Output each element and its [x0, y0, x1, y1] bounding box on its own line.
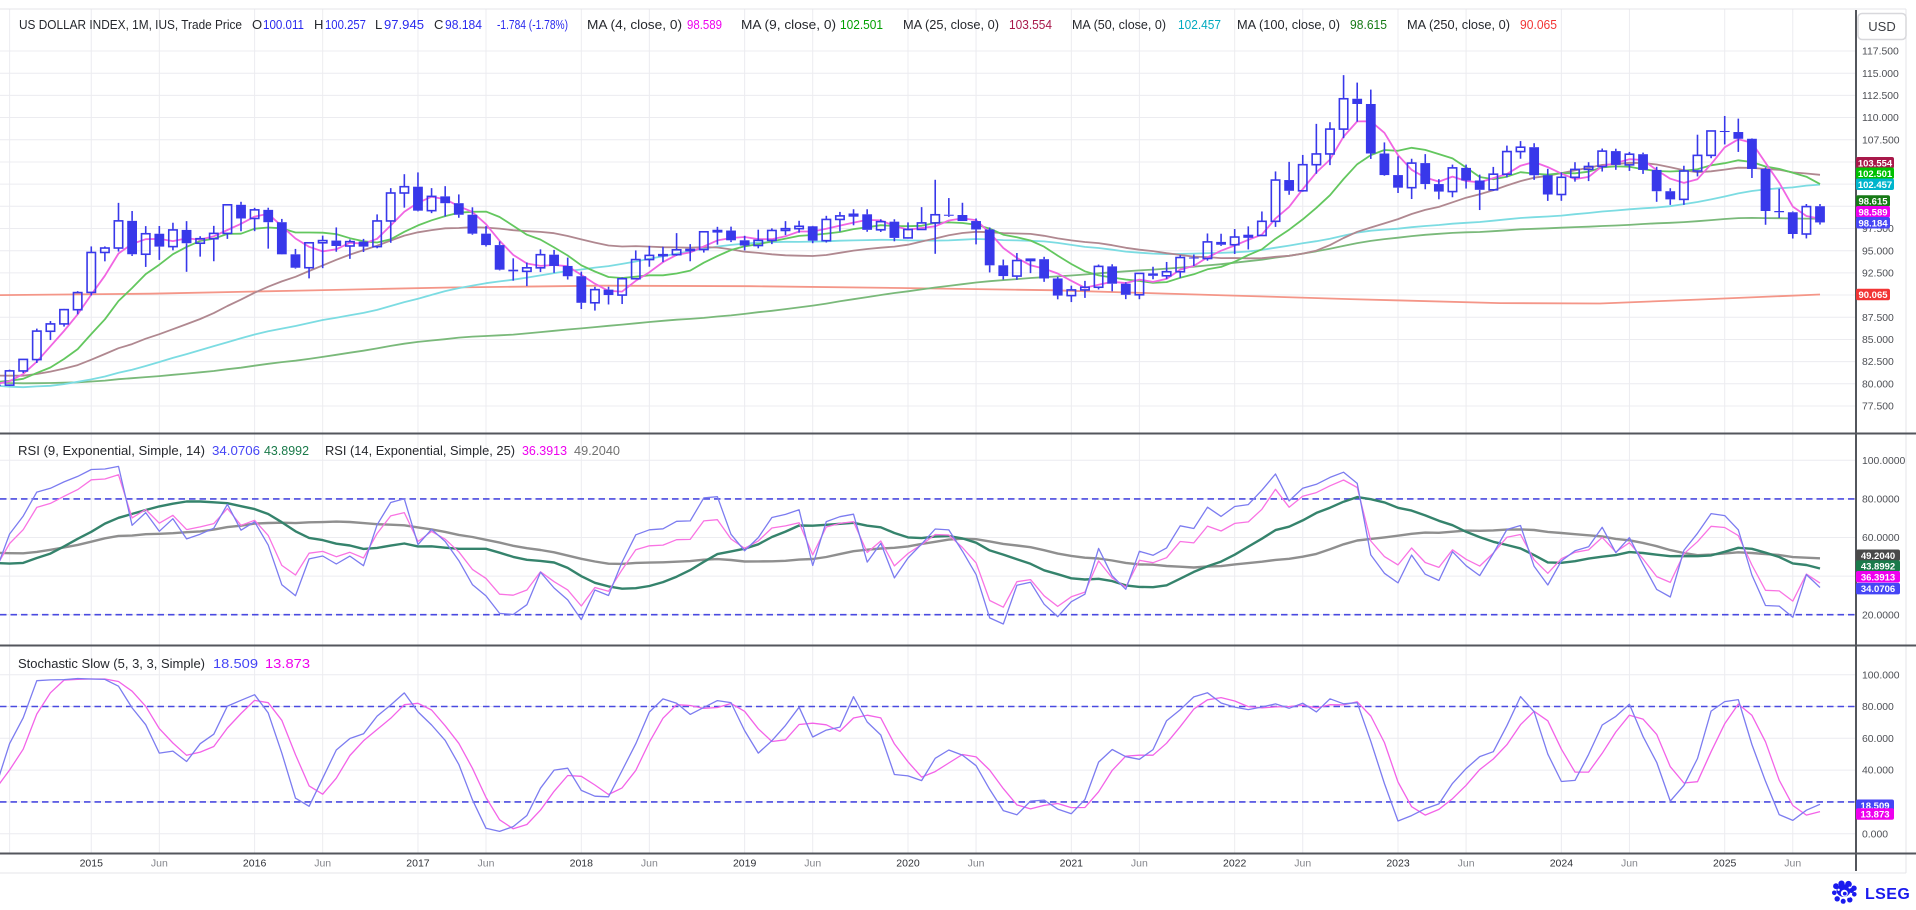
svg-text:80.0000: 80.0000: [1862, 495, 1900, 506]
svg-text:MA (4, close, 0): MA (4, close, 0): [587, 17, 682, 32]
svg-text:115.000: 115.000: [1862, 69, 1899, 80]
svg-text:2025: 2025: [1713, 858, 1737, 870]
svg-text:RSI (9, Exponential, Simple, 1: RSI (9, Exponential, Simple, 14): [18, 443, 205, 458]
svg-text:77.500: 77.500: [1862, 402, 1894, 413]
svg-text:20.0000: 20.0000: [1862, 610, 1900, 621]
svg-text:Jun: Jun: [314, 858, 331, 870]
svg-text:Jun: Jun: [1294, 858, 1311, 870]
svg-text:RSI (14, Exponential, Simple,: RSI (14, Exponential, Simple, 25): [325, 443, 515, 458]
svg-text:Jun: Jun: [478, 858, 495, 870]
svg-text:Jun: Jun: [1131, 858, 1148, 870]
svg-text:34.0706: 34.0706: [212, 443, 260, 458]
svg-text:85.000: 85.000: [1862, 335, 1894, 346]
svg-text:103.554: 103.554: [1858, 158, 1893, 169]
svg-text:36.3913: 36.3913: [522, 443, 567, 458]
svg-text:80.000: 80.000: [1862, 702, 1894, 713]
svg-text:O: O: [252, 17, 262, 32]
svg-text:49.2040: 49.2040: [574, 443, 620, 458]
svg-text:98.589: 98.589: [687, 17, 722, 32]
svg-text:MA (50, close, 0): MA (50, close, 0): [1072, 17, 1166, 32]
svg-text:97.945: 97.945: [384, 17, 424, 32]
svg-text:100.0000: 100.0000: [1862, 456, 1906, 467]
svg-text:Jun: Jun: [1784, 858, 1801, 870]
svg-text:80.000: 80.000: [1862, 379, 1894, 390]
svg-text:Jun: Jun: [641, 858, 658, 870]
svg-text:43.8992: 43.8992: [264, 443, 309, 458]
svg-text:49.2040: 49.2040: [1861, 551, 1895, 562]
svg-text:13.873: 13.873: [265, 656, 310, 671]
svg-text:-1.784 (-1.78%): -1.784 (-1.78%): [497, 17, 568, 32]
svg-text:103.554: 103.554: [1009, 17, 1052, 32]
svg-text:98.184: 98.184: [445, 17, 482, 32]
svg-text:Jun: Jun: [151, 858, 168, 870]
svg-text:US DOLLAR INDEX, 1M, IUS, Trad: US DOLLAR INDEX, 1M, IUS, Trade Price: [19, 17, 242, 32]
svg-text:95.000: 95.000: [1862, 246, 1894, 257]
svg-text:102.501: 102.501: [1858, 169, 1893, 180]
svg-text:60.0000: 60.0000: [1862, 533, 1900, 544]
svg-text:2018: 2018: [570, 858, 594, 870]
svg-text:18.509: 18.509: [1860, 801, 1889, 812]
svg-text:2024: 2024: [1550, 858, 1574, 870]
svg-text:MA (9, close, 0): MA (9, close, 0): [741, 17, 836, 32]
svg-text:Jun: Jun: [968, 858, 985, 870]
svg-text:MA (25, close, 0): MA (25, close, 0): [903, 17, 999, 32]
svg-text:2021: 2021: [1060, 858, 1084, 870]
svg-text:107.500: 107.500: [1862, 135, 1900, 146]
svg-text:USD: USD: [1868, 19, 1895, 34]
svg-text:100.000: 100.000: [1862, 670, 1900, 681]
svg-text:98.184: 98.184: [1858, 218, 1888, 229]
svg-text:L: L: [375, 17, 382, 32]
svg-text:36.3913: 36.3913: [1861, 572, 1895, 583]
svg-text:117.500: 117.500: [1862, 47, 1899, 58]
svg-text:C: C: [434, 17, 443, 32]
svg-text:2017: 2017: [406, 858, 430, 870]
svg-text:92.500: 92.500: [1862, 268, 1894, 279]
svg-text:2016: 2016: [243, 858, 267, 870]
svg-text:LSEG: LSEG: [1865, 886, 1910, 903]
svg-text:34.0706: 34.0706: [1861, 584, 1895, 595]
svg-text:110.000: 110.000: [1862, 113, 1899, 124]
svg-text:2022: 2022: [1223, 858, 1247, 870]
svg-text:82.500: 82.500: [1862, 357, 1894, 368]
svg-text:40.000: 40.000: [1862, 766, 1894, 777]
svg-text:2020: 2020: [896, 858, 920, 870]
svg-text:60.000: 60.000: [1862, 734, 1894, 745]
svg-text:2015: 2015: [80, 858, 104, 870]
svg-text:Stochastic Slow (5, 3, 3, Simp: Stochastic Slow (5, 3, 3, Simple): [18, 656, 205, 671]
svg-text:43.8992: 43.8992: [1861, 562, 1895, 573]
svg-text:98.589: 98.589: [1858, 207, 1887, 218]
svg-text:102.501: 102.501: [840, 17, 883, 32]
svg-text:100.257: 100.257: [325, 17, 366, 32]
svg-text:18.509: 18.509: [213, 656, 258, 671]
svg-text:90.065: 90.065: [1858, 290, 1888, 301]
svg-text:87.500: 87.500: [1862, 313, 1894, 324]
svg-text:MA (250, close, 0): MA (250, close, 0): [1407, 17, 1510, 32]
svg-text:98.615: 98.615: [1858, 197, 1888, 208]
svg-text:MA (100, close, 0): MA (100, close, 0): [1237, 17, 1340, 32]
svg-text:102.457: 102.457: [1858, 180, 1892, 191]
svg-text:Jun: Jun: [1621, 858, 1638, 870]
svg-text:102.457: 102.457: [1178, 17, 1221, 32]
svg-text:H: H: [314, 17, 323, 32]
svg-text:100.011: 100.011: [263, 17, 304, 32]
svg-text:112.500: 112.500: [1862, 91, 1899, 102]
svg-text:Jun: Jun: [1458, 858, 1475, 870]
svg-text:2019: 2019: [733, 858, 757, 870]
svg-text:0.000: 0.000: [1862, 829, 1888, 840]
svg-text:97.500: 97.500: [1862, 224, 1894, 235]
svg-text:98.615: 98.615: [1350, 17, 1387, 32]
svg-text:13.873: 13.873: [1860, 810, 1889, 821]
svg-text:90.065: 90.065: [1520, 17, 1557, 32]
svg-text:2023: 2023: [1386, 858, 1410, 870]
svg-text:Jun: Jun: [804, 858, 821, 870]
